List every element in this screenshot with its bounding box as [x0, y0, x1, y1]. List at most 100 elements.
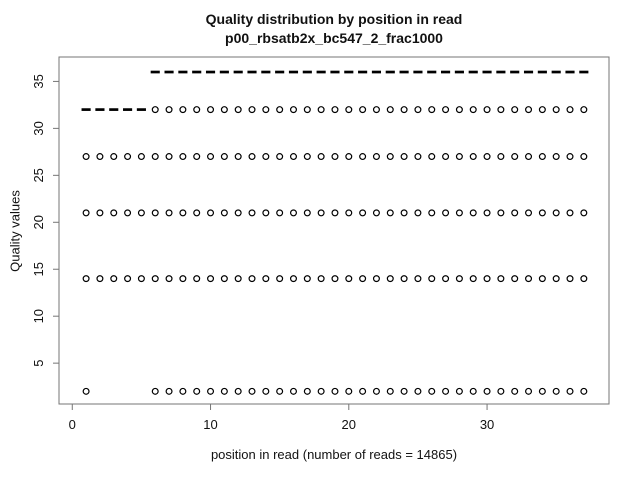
outlier-point — [414, 153, 422, 161]
outlier-point — [137, 153, 145, 161]
outlier-point — [220, 106, 228, 114]
outlier-point — [165, 209, 173, 217]
outlier-point — [428, 153, 436, 161]
outlier-point — [82, 275, 90, 283]
outlier-point — [566, 153, 574, 161]
outlier-point — [455, 153, 463, 161]
outlier-point — [442, 387, 450, 395]
outlier-point — [566, 209, 574, 217]
y-tick-label: 5 — [31, 360, 46, 367]
outlier-point — [276, 106, 284, 114]
chart-subtitle: p00_rbsatb2x_bc547_2_frac1000 — [225, 30, 443, 46]
outlier-point — [82, 387, 90, 395]
outlier-point — [525, 153, 533, 161]
outlier-point — [331, 153, 339, 161]
outlier-point — [442, 275, 450, 283]
outlier-point — [442, 209, 450, 217]
y-tick-label: 30 — [31, 121, 46, 135]
outlier-point — [262, 275, 270, 283]
outlier-point — [331, 275, 339, 283]
outlier-point — [566, 106, 574, 114]
outlier-point — [110, 275, 118, 283]
outlier-point — [525, 275, 533, 283]
outlier-point — [248, 387, 256, 395]
outlier-point — [262, 153, 270, 161]
outlier-point — [124, 209, 132, 217]
outlier-point — [428, 209, 436, 217]
outlier-point — [317, 106, 325, 114]
outlier-point — [455, 275, 463, 283]
outlier-point — [525, 209, 533, 217]
outlier-point — [137, 275, 145, 283]
outlier-point — [303, 387, 311, 395]
outlier-point — [110, 209, 118, 217]
outlier-point — [359, 153, 367, 161]
outlier-point — [179, 387, 187, 395]
outlier-point — [455, 106, 463, 114]
outlier-point — [497, 106, 505, 114]
outlier-point — [455, 387, 463, 395]
outlier-point — [372, 106, 380, 114]
outlier-point — [552, 275, 560, 283]
outlier-point — [110, 153, 118, 161]
outlier-point — [193, 387, 201, 395]
outlier-point — [345, 106, 353, 114]
outlier-point — [428, 106, 436, 114]
outlier-point — [386, 209, 394, 217]
outlier-point — [455, 209, 463, 217]
outlier-point — [151, 106, 159, 114]
outlier-point — [137, 209, 145, 217]
outlier-point — [317, 153, 325, 161]
outlier-point — [359, 209, 367, 217]
outlier-point — [331, 209, 339, 217]
outlier-point — [193, 209, 201, 217]
outlier-point — [497, 209, 505, 217]
outlier-point — [234, 153, 242, 161]
outlier-point — [469, 153, 477, 161]
outlier-point — [511, 387, 519, 395]
outlier-point — [303, 153, 311, 161]
outlier-point — [552, 106, 560, 114]
outlier-point — [207, 209, 215, 217]
outlier-point — [207, 153, 215, 161]
outlier-point — [497, 153, 505, 161]
outlier-point — [469, 106, 477, 114]
outlier-point — [359, 106, 367, 114]
outlier-point — [289, 106, 297, 114]
outlier-point — [331, 106, 339, 114]
outlier-point — [124, 153, 132, 161]
outlier-point — [248, 106, 256, 114]
outlier-point — [262, 209, 270, 217]
chart-title: Quality distribution by position in read — [205, 11, 463, 27]
outlier-point — [331, 387, 339, 395]
outlier-point — [165, 106, 173, 114]
outlier-point — [538, 153, 546, 161]
outlier-point — [400, 275, 408, 283]
outlier-point — [82, 209, 90, 217]
outlier-point — [442, 153, 450, 161]
outlier-point — [483, 106, 491, 114]
outlier-point — [497, 275, 505, 283]
outlier-point — [289, 153, 297, 161]
outlier-point — [234, 275, 242, 283]
outlier-point — [511, 153, 519, 161]
outlier-point — [193, 153, 201, 161]
outlier-point — [525, 387, 533, 395]
outlier-point — [262, 106, 270, 114]
outlier-point — [580, 153, 588, 161]
outlier-point — [372, 275, 380, 283]
outlier-point — [289, 209, 297, 217]
outlier-point — [469, 209, 477, 217]
x-axis-label: position in read (number of reads = 1486… — [210, 447, 458, 462]
outlier-point — [386, 153, 394, 161]
outlier-point — [400, 387, 408, 395]
outlier-point — [552, 153, 560, 161]
outlier-point — [372, 209, 380, 217]
outlier-point — [483, 209, 491, 217]
outlier-point — [511, 275, 519, 283]
outlier-point — [386, 275, 394, 283]
outlier-point — [372, 153, 380, 161]
outlier-point — [538, 106, 546, 114]
outlier-point — [289, 275, 297, 283]
outlier-point — [414, 106, 422, 114]
